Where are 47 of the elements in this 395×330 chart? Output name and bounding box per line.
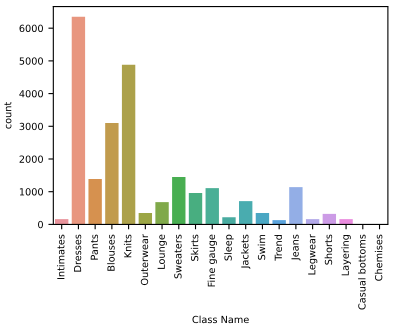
x-tick-label: Swim: [258, 234, 266, 260]
x-tick-label: Casual bottoms: [358, 234, 366, 310]
x-tick-label: Lounge: [158, 234, 167, 269]
bar: [172, 176, 186, 224]
y-tick-label: 6000: [20, 24, 43, 32]
bar: [306, 219, 320, 224]
x-tick-label: Chemises: [374, 234, 382, 281]
x-tick-label: Shorts: [324, 234, 332, 265]
x-axis-title: Class Name: [192, 316, 249, 324]
bar: [222, 217, 236, 224]
bar: [339, 219, 353, 224]
y-axis-title: count: [4, 102, 12, 129]
y-tick-label: 0: [38, 220, 43, 228]
y-tick-label: 4000: [19, 90, 43, 98]
x-tick-label: Jeans: [291, 234, 301, 261]
bar: [256, 212, 270, 224]
x-tick-label: Intimates: [56, 234, 65, 279]
bar: [272, 220, 286, 224]
x-tick-label: Sleep: [224, 234, 234, 260]
x-tick-label: Sweaters: [174, 234, 182, 278]
bar: [206, 188, 219, 224]
bar: [122, 64, 136, 224]
x-tick-label: Legwear: [308, 234, 318, 274]
bar: [88, 178, 102, 224]
x-tick-label: Dresses: [74, 234, 82, 272]
y-tick-label: 1000: [20, 188, 43, 196]
bar: [138, 212, 152, 224]
bar: [322, 214, 336, 224]
y-tick-label: 5000: [20, 57, 43, 65]
x-tick-label: Pants: [90, 234, 98, 260]
x-tick-label: Jackets: [240, 234, 250, 269]
x-tick-label: Layering: [341, 235, 351, 276]
bar: [289, 187, 303, 224]
bar: [188, 193, 202, 224]
bar: [72, 16, 86, 224]
x-tick-label: Trend: [274, 235, 282, 261]
bar: [239, 201, 252, 224]
x-tick-label: Blouses: [107, 234, 115, 271]
bar: [55, 219, 68, 224]
x-tick-label: Fine gauge: [208, 234, 217, 286]
bar: [105, 123, 119, 224]
x-tick-label: Knits: [124, 234, 132, 258]
bar: [155, 202, 169, 224]
x-tick-label: Skirts: [190, 234, 198, 261]
y-tick-label: 2000: [20, 155, 43, 163]
x-tick-label: Outerwear: [140, 234, 148, 286]
y-tick-label: 3000: [20, 122, 43, 130]
